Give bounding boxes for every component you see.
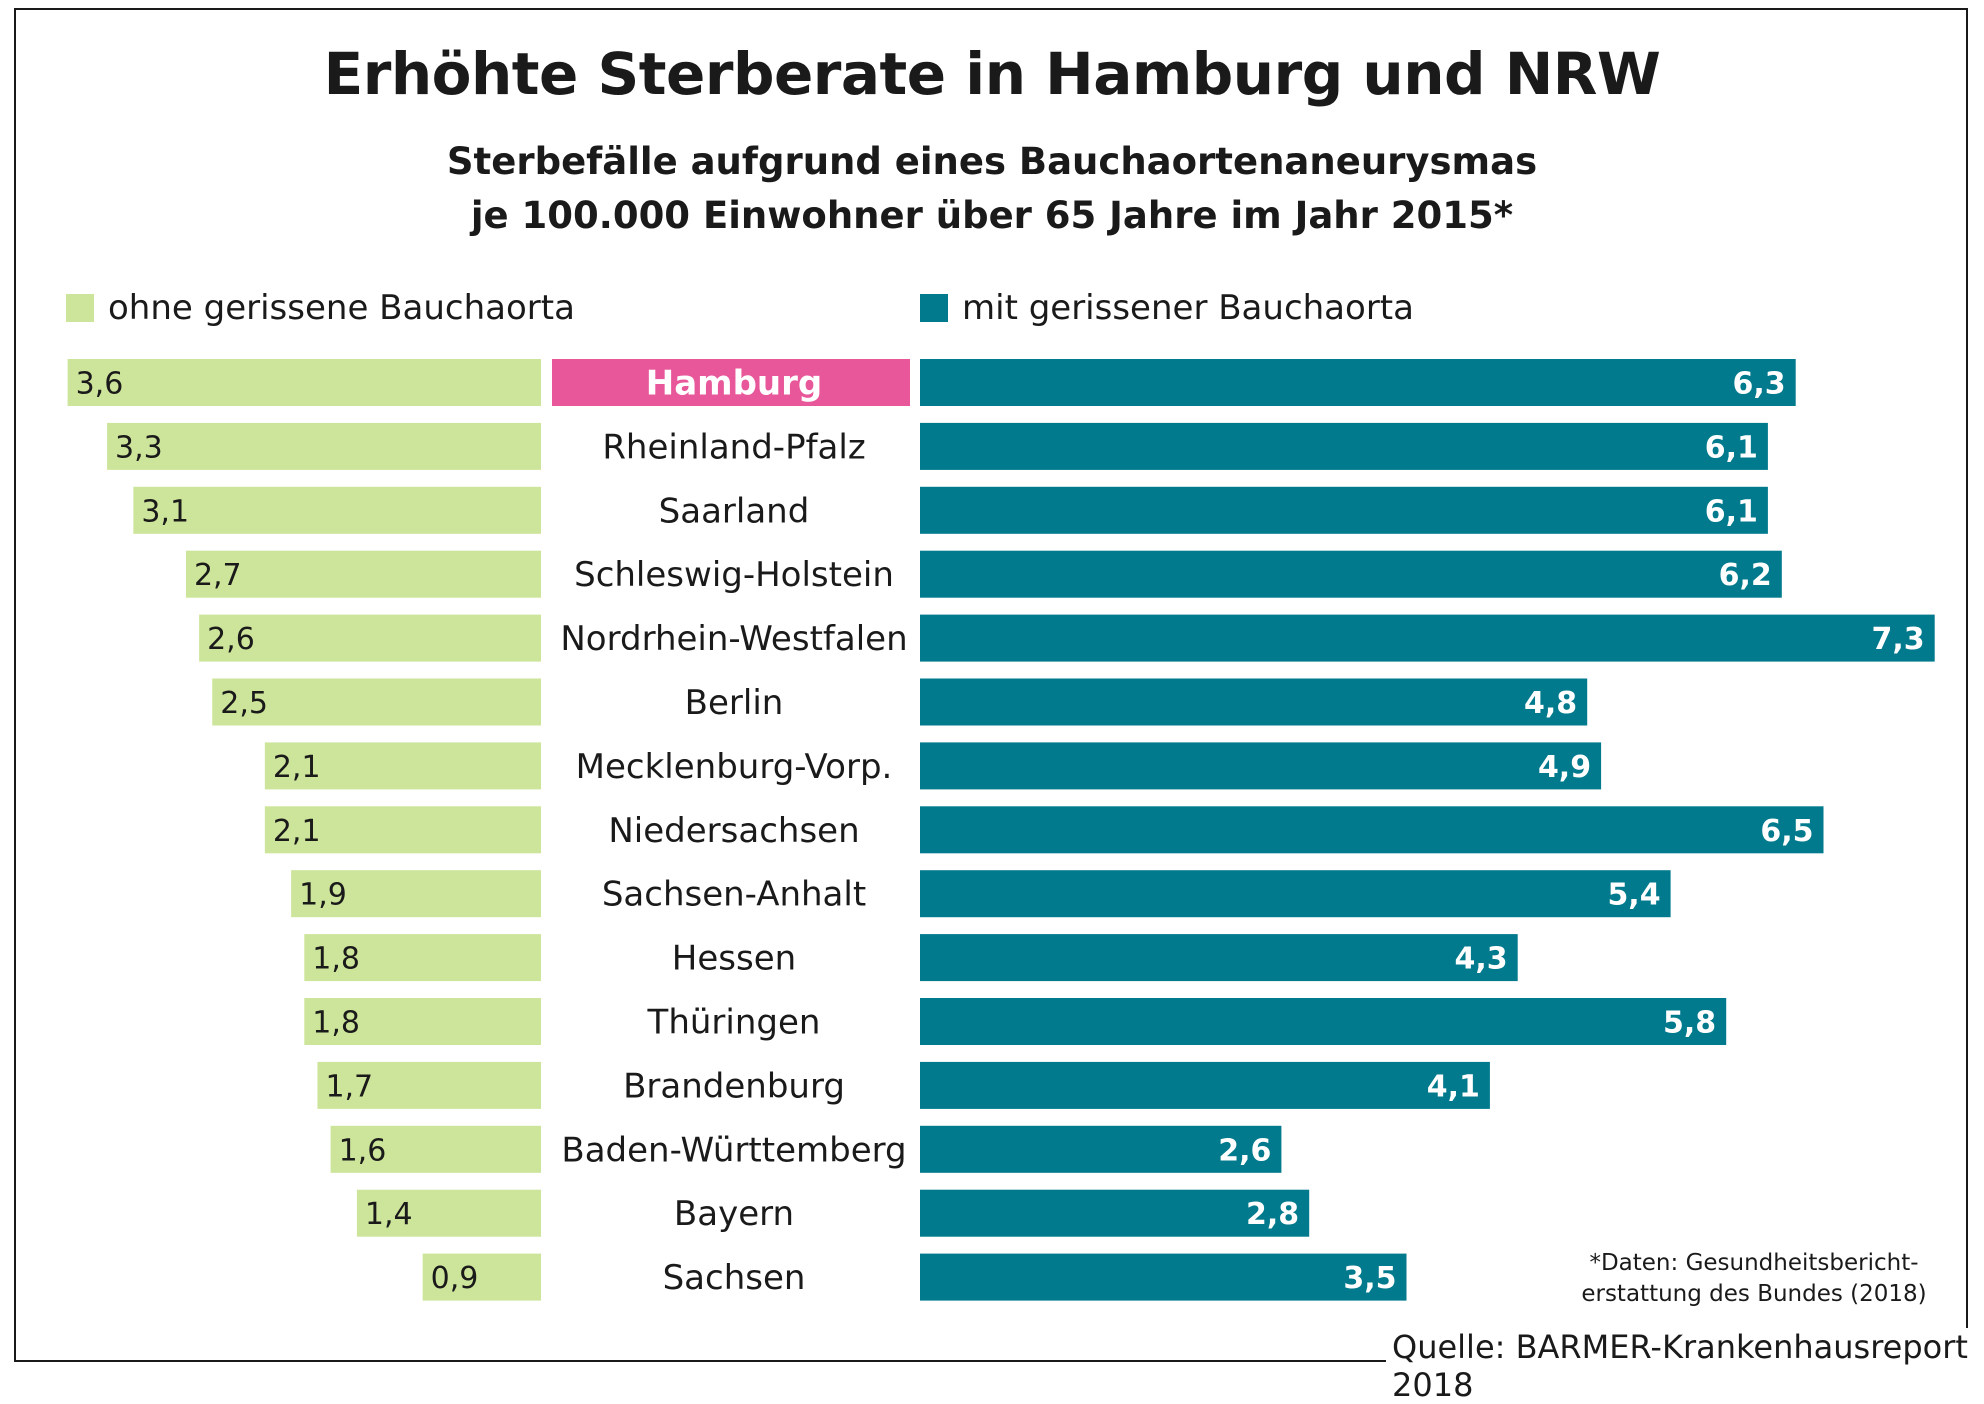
value-label-left-schleswig-holstein: 2,7 bbox=[194, 558, 242, 593]
bar-right-brandenburg bbox=[920, 1061, 1490, 1109]
value-label-left-rheinland-pfalz: 3,3 bbox=[115, 430, 163, 465]
value-label-right-schleswig-holstein: 6,2 bbox=[1719, 558, 1772, 593]
category-label-hamburg: Hamburg bbox=[646, 364, 822, 404]
category-label-thüringen: Thüringen bbox=[647, 1003, 821, 1043]
value-label-left-bayern: 1,4 bbox=[365, 1197, 413, 1232]
bar-right-baden-württemberg bbox=[920, 1125, 1282, 1173]
highlight-box-hamburg bbox=[552, 359, 910, 406]
bar-right-sachsen-anhalt bbox=[920, 870, 1671, 918]
category-label-berlin: Berlin bbox=[685, 683, 784, 723]
category-label-baden-württemberg: Baden-Württemberg bbox=[561, 1130, 906, 1170]
value-label-left-niedersachsen: 2,1 bbox=[273, 814, 321, 849]
value-label-right-baden-württemberg: 2,6 bbox=[1218, 1133, 1271, 1168]
value-label-right-hamburg: 6,3 bbox=[1733, 367, 1786, 402]
legend-swatch-left bbox=[66, 294, 94, 322]
value-label-left-sachsen: 0,9 bbox=[431, 1261, 479, 1296]
bar-right-bayern bbox=[920, 1189, 1310, 1237]
category-label-bayern: Bayern bbox=[674, 1194, 794, 1234]
chart-title: Erhöhte Sterberate in Hamburg und NRW bbox=[323, 40, 1661, 108]
bar-left-sachsen bbox=[422, 1253, 541, 1301]
bar-left-saarland bbox=[133, 486, 541, 534]
category-label-sachsen: Sachsen bbox=[663, 1258, 806, 1298]
bar-left-hamburg bbox=[67, 359, 541, 406]
footnote: *Daten: Gesundheitsbericht-erstattung de… bbox=[1581, 1250, 1927, 1307]
category-label-sachsen-anhalt: Sachsen-Anhalt bbox=[602, 875, 866, 915]
legend-entry-right: mit gerissener Bauchaorta bbox=[920, 288, 1414, 328]
value-label-left-saarland: 3,1 bbox=[141, 494, 189, 529]
category-label-nordrhein-westfalen: Nordrhein-Westfalen bbox=[560, 619, 907, 659]
bar-right-hessen bbox=[920, 934, 1518, 982]
bar-left-thüringen bbox=[304, 998, 541, 1045]
source-credit: Quelle: BARMER-Krankenhausreport 2018 bbox=[1386, 1328, 1968, 1404]
category-label-hessen: Hessen bbox=[672, 939, 796, 979]
legend-entry-left: ohne gerissene Bauchaorta bbox=[66, 288, 575, 328]
category-label-mecklenburg-vorp-: Mecklenburg-Vorp. bbox=[576, 747, 893, 787]
value-label-left-sachsen-anhalt: 1,9 bbox=[299, 878, 347, 913]
value-label-right-bayern: 2,8 bbox=[1246, 1197, 1299, 1232]
category-label-niedersachsen: Niedersachsen bbox=[608, 811, 859, 851]
value-label-left-baden-württemberg: 1,6 bbox=[339, 1133, 387, 1168]
bar-left-niedersachsen bbox=[264, 806, 541, 854]
bar-right-niedersachsen bbox=[920, 806, 1824, 854]
chart-subtitle-line-1: Sterbefälle aufgrund eines Bauchaortenan… bbox=[446, 140, 1538, 183]
bar-right-hamburg bbox=[920, 359, 1796, 406]
value-label-right-nordrhein-westfalen: 7,3 bbox=[1872, 622, 1925, 657]
value-label-right-thüringen: 5,8 bbox=[1663, 1006, 1716, 1041]
bar-left-sachsen-anhalt bbox=[291, 870, 541, 918]
bar-left-baden-württemberg bbox=[330, 1125, 541, 1173]
bar-right-sachsen bbox=[920, 1253, 1407, 1301]
bar-right-mecklenburg-vorp- bbox=[920, 742, 1602, 790]
bar-right-berlin bbox=[920, 678, 1588, 726]
bar-left-rheinland-pfalz bbox=[107, 422, 542, 470]
bar-right-saarland bbox=[920, 486, 1768, 534]
bar-left-schleswig-holstein bbox=[185, 550, 541, 598]
bar-right-schleswig-holstein bbox=[920, 550, 1782, 598]
category-label-schleswig-holstein: Schleswig-Holstein bbox=[574, 555, 894, 595]
value-label-right-hessen: 4,3 bbox=[1455, 942, 1508, 977]
value-label-left-berlin: 2,5 bbox=[220, 686, 268, 721]
value-label-left-brandenburg: 1,7 bbox=[325, 1069, 373, 1104]
legend-label-right: mit gerissener Bauchaorta bbox=[962, 288, 1414, 328]
value-label-left-thüringen: 1,8 bbox=[312, 1006, 360, 1041]
value-label-left-nordrhein-westfalen: 2,6 bbox=[207, 622, 255, 657]
value-label-right-brandenburg: 4,1 bbox=[1427, 1069, 1480, 1104]
diverging-bar-chart: 3,6 Hamburg 6,3 3,3 Rheinland-Pfalz 6,1 3,1 Saa… bbox=[67, 359, 1935, 1301]
value-label-right-niedersachsen: 6,5 bbox=[1760, 814, 1813, 849]
bar-right-thüringen bbox=[920, 998, 1727, 1045]
chart-frame bbox=[14, 8, 1968, 1362]
value-label-left-hessen: 1,8 bbox=[312, 942, 360, 977]
category-label-rheinland-pfalz: Rheinland-Pfalz bbox=[602, 427, 865, 467]
category-label-saarland: Saarland bbox=[659, 491, 810, 531]
bar-left-hessen bbox=[304, 934, 541, 982]
value-label-right-berlin: 4,8 bbox=[1524, 686, 1577, 721]
legend-swatch-right bbox=[920, 294, 948, 322]
bar-left-brandenburg bbox=[317, 1061, 541, 1109]
bar-left-bayern bbox=[356, 1189, 541, 1237]
value-label-left-mecklenburg-vorp-: 2,1 bbox=[273, 750, 321, 785]
value-label-right-rheinland-pfalz: 6,1 bbox=[1705, 430, 1758, 465]
bar-right-nordrhein-westfalen bbox=[920, 614, 1935, 662]
value-label-right-sachsen: 3,5 bbox=[1343, 1261, 1396, 1296]
chart-subtitle-line-2: je 100.000 Einwohner über 65 Jahre im Ja… bbox=[470, 194, 1514, 237]
value-label-right-saarland: 6,1 bbox=[1705, 494, 1758, 529]
bar-left-berlin bbox=[212, 678, 541, 726]
bar-right-rheinland-pfalz bbox=[920, 422, 1768, 470]
category-label-brandenburg: Brandenburg bbox=[623, 1066, 845, 1106]
value-label-right-sachsen-anhalt: 5,4 bbox=[1607, 878, 1660, 913]
bar-left-mecklenburg-vorp- bbox=[264, 742, 541, 790]
bar-left-nordrhein-westfalen bbox=[199, 614, 541, 662]
legend-label-left: ohne gerissene Bauchaorta bbox=[108, 288, 575, 328]
value-label-left-hamburg: 3,6 bbox=[76, 367, 124, 402]
value-label-right-mecklenburg-vorp-: 4,9 bbox=[1538, 750, 1591, 785]
